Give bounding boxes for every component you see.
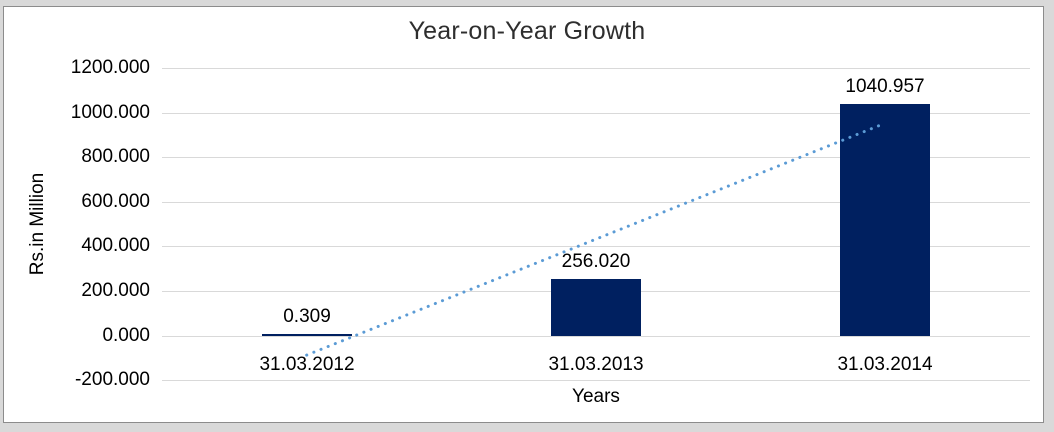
- bar-31.03.2012[interactable]: [262, 333, 352, 336]
- y-axis-tick-label: 0.000: [102, 325, 150, 346]
- horizontal-gridline: [162, 68, 1030, 69]
- y-axis-tick-label: 200.000: [81, 280, 150, 301]
- data-label: 0.309: [283, 305, 331, 327]
- x-axis-title: Years: [572, 386, 620, 407]
- horizontal-gridline: [162, 113, 1030, 114]
- y-axis-tick-label: 1200.000: [70, 57, 150, 78]
- x-axis-category-label: 31.03.2013: [548, 354, 644, 375]
- horizontal-gridline: [162, 380, 1030, 381]
- bar-31.03.2014[interactable]: [840, 103, 930, 336]
- y-axis-tick-label: 800.000: [81, 146, 150, 167]
- y-axis-tick-label: 600.000: [81, 191, 150, 212]
- x-axis-category-label: 31.03.2012: [259, 354, 355, 375]
- y-axis-tick-label: 1000.000: [70, 102, 150, 123]
- data-label: 1040.957: [845, 75, 925, 97]
- bar-31.03.2013[interactable]: [551, 278, 641, 336]
- y-axis-tick-label: 400.000: [81, 235, 150, 256]
- y-axis-title-text: Rs.in Million: [27, 172, 48, 276]
- y-axis-tick-label: -200.000: [74, 369, 150, 390]
- horizontal-gridline: [162, 336, 1030, 337]
- chart-title: Year-on-Year Growth: [408, 17, 646, 45]
- x-axis-category-label: 31.03.2014: [837, 354, 933, 375]
- data-label: 256.020: [561, 250, 631, 272]
